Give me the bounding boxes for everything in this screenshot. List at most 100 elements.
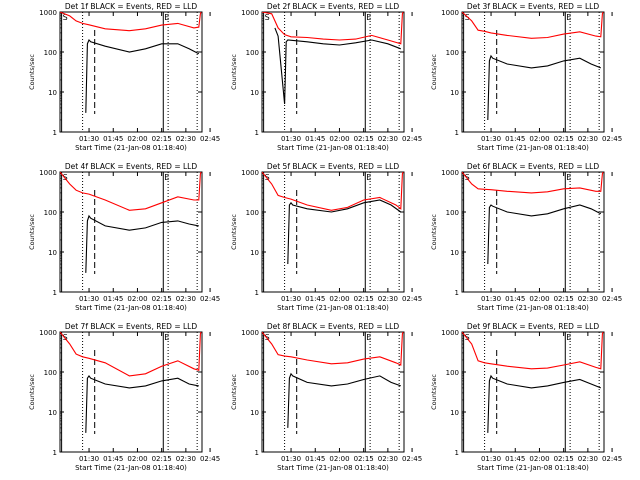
x-tick-label: 01:30 <box>481 455 501 463</box>
x-axis-label: Start Time (21-Jan-08 01:18:40) <box>277 464 389 472</box>
x-tick-label: 02:45 <box>602 135 622 143</box>
x-tick-label: 02:15 <box>554 295 574 303</box>
x-tick-label: 02:45 <box>602 455 622 463</box>
x-tick-label: 02:00 <box>529 455 549 463</box>
panel-title: Det 9f BLACK = Events, RED = LLD <box>467 322 600 331</box>
y-tick-label: 1 <box>455 449 459 457</box>
plot-frame <box>261 331 405 453</box>
y-axis-label: Counts/sec <box>28 374 36 410</box>
panel-title: Det 3f BLACK = Events, RED = LLD <box>467 2 600 11</box>
x-axis-label: Start Time (21-Jan-08 01:18:40) <box>477 304 589 312</box>
x-axis-label: Start Time (21-Jan-08 01:18:40) <box>477 464 589 472</box>
marker-label-s: S <box>63 13 68 22</box>
x-tick-label: 02:30 <box>578 135 598 143</box>
panel-5: Det 5f BLACK = Events, RED = LLD 1 10 100 10… <box>230 162 422 312</box>
y-tick-label: 1 <box>53 449 57 457</box>
x-axis-label: Start Time (21-Jan-08 01:18:40) <box>75 304 187 312</box>
series-lld-line <box>262 12 404 45</box>
x-tick-label: 02:45 <box>200 295 220 303</box>
y-tick-label: 10 <box>48 409 57 417</box>
y-axis-label: Counts/sec <box>28 214 36 250</box>
y-tick-label: 100 <box>446 369 459 377</box>
series-lld-line <box>262 332 404 366</box>
y-tick-label: 10 <box>250 409 259 417</box>
y-tick-label: 100 <box>44 49 57 57</box>
x-tick-label: 02:00 <box>127 455 147 463</box>
y-tick-label: 1 <box>255 289 259 297</box>
y-tick-label: 10 <box>48 249 57 257</box>
y-axis-label: Counts/sec <box>28 54 36 90</box>
x-axis-label: Start Time (21-Jan-08 01:18:40) <box>75 144 187 152</box>
series-lld-line <box>60 172 202 211</box>
x-tick-label: 01:45 <box>305 135 325 143</box>
x-tick-label: 02:00 <box>329 295 349 303</box>
y-tick-label: 100 <box>446 49 459 57</box>
x-tick-label: 01:30 <box>281 135 301 143</box>
x-tick-label: 01:45 <box>103 295 123 303</box>
x-tick-label: 02:00 <box>127 295 147 303</box>
x-tick-label: 02:30 <box>176 295 196 303</box>
marker-label-s: S <box>465 13 470 22</box>
x-tick-label: 02:30 <box>378 455 398 463</box>
x-tick-label: 02:00 <box>529 295 549 303</box>
plot-frame <box>461 331 605 453</box>
plot-frame <box>59 331 203 453</box>
x-tick-label: 02:30 <box>176 135 196 143</box>
y-axis-label: Counts/sec <box>230 214 238 250</box>
series-events-line <box>487 204 602 265</box>
x-axis-label: Start Time (21-Jan-08 01:18:40) <box>277 304 389 312</box>
panel-title: Det 4f BLACK = Events, RED = LLD <box>65 162 198 171</box>
y-tick-label: 100 <box>44 369 57 377</box>
x-tick-label: 02:00 <box>127 135 147 143</box>
x-tick-label: 02:15 <box>152 135 172 143</box>
y-tick-label: 1 <box>255 449 259 457</box>
y-axis-label: Counts/sec <box>430 54 438 90</box>
x-tick-label: 02:15 <box>354 295 374 303</box>
y-axis-label: Counts/sec <box>430 214 438 250</box>
plot-frame <box>261 11 405 133</box>
x-tick-label: 02:30 <box>578 455 598 463</box>
y-tick-label: 1000 <box>39 169 57 177</box>
x-tick-label: 01:45 <box>103 455 123 463</box>
x-tick-label: 01:30 <box>281 295 301 303</box>
x-tick-label: 01:45 <box>305 295 325 303</box>
y-tick-label: 1 <box>53 129 57 137</box>
series-events-line <box>274 27 401 105</box>
y-tick-label: 100 <box>246 209 259 217</box>
marker-label-e: E <box>164 173 169 182</box>
panel-1: Det 1f BLACK = Events, RED = LLD 1 10 100 10… <box>28 2 220 152</box>
panel-2: Det 2f BLACK = Events, RED = LLD 1 10 100 10… <box>230 2 422 152</box>
series-lld-line <box>60 12 202 32</box>
x-tick-label: 01:30 <box>79 455 99 463</box>
x-tick-label: 02:30 <box>578 295 598 303</box>
y-tick-label: 1000 <box>441 9 459 17</box>
series-events-line <box>85 374 199 433</box>
x-tick-label: 02:30 <box>176 455 196 463</box>
x-tick-label: 02:45 <box>402 295 422 303</box>
panel-3: Det 3f BLACK = Events, RED = LLD 1 10 100 10… <box>430 2 622 152</box>
x-tick-label: 02:15 <box>354 135 374 143</box>
series-lld-line <box>462 12 604 39</box>
x-axis-label: Start Time (21-Jan-08 01:18:40) <box>277 144 389 152</box>
x-tick-label: 02:45 <box>200 135 220 143</box>
panel-title: Det 6f BLACK = Events, RED = LLD <box>467 162 600 171</box>
series-lld-line <box>262 172 404 211</box>
y-tick-label: 1000 <box>241 9 259 17</box>
marker-label-e: E <box>566 13 571 22</box>
marker-label-e: E <box>366 13 371 22</box>
y-tick-label: 1000 <box>441 329 459 337</box>
y-tick-label: 1000 <box>441 169 459 177</box>
marker-label-e: E <box>164 333 169 342</box>
y-tick-label: 100 <box>44 209 57 217</box>
x-tick-label: 01:30 <box>79 295 99 303</box>
x-tick-label: 01:45 <box>505 135 525 143</box>
series-events-line <box>287 372 401 428</box>
